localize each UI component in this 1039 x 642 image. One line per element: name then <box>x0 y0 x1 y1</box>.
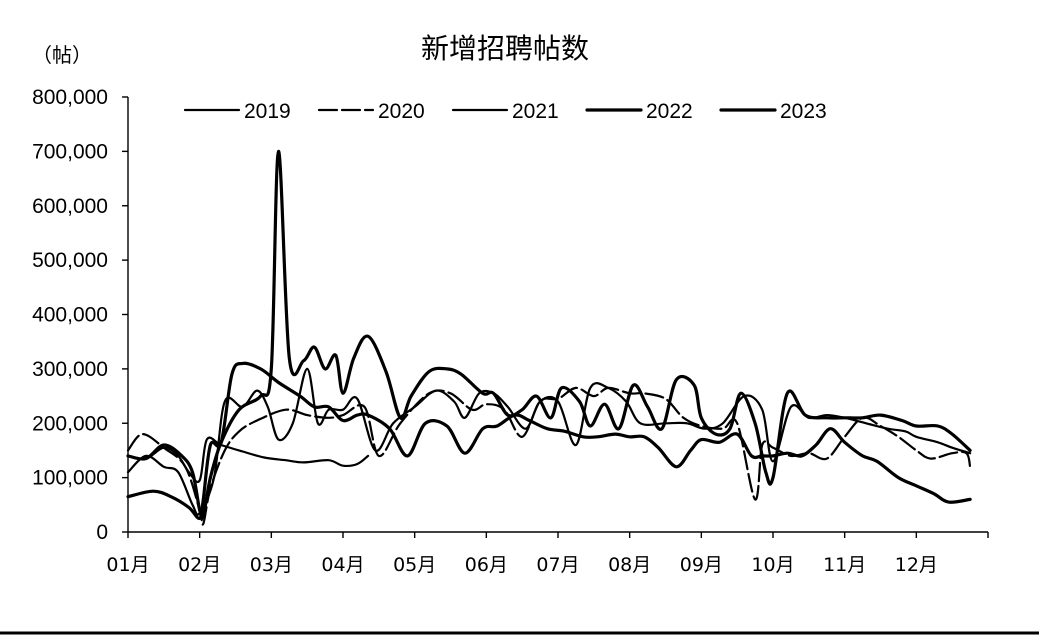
x-tick-label: 05月 <box>393 554 436 576</box>
x-tick-label: 12月 <box>895 554 938 576</box>
x-tick-label: 09月 <box>680 554 723 576</box>
series-line-2023 <box>126 361 972 521</box>
y-tick-label: 300,000 <box>32 358 108 381</box>
series-line-2022 <box>126 149 972 520</box>
legend-label-2019: 2019 <box>244 100 291 123</box>
legend-label-2022: 2022 <box>646 100 693 123</box>
y-tick-label: 700,000 <box>32 140 108 163</box>
y-tick-label: 0 <box>96 521 108 544</box>
y-axis-unit-label: （帖） <box>32 43 92 67</box>
legend-label-2023: 2023 <box>780 100 827 123</box>
y-tick-label: 500,000 <box>32 249 108 272</box>
x-tick-label: 08月 <box>608 554 651 576</box>
y-tick-label: 100,000 <box>32 467 108 490</box>
x-tick-label: 04月 <box>321 554 364 576</box>
y-tick-label: 400,000 <box>32 304 108 327</box>
y-axis: 0 100,000 200,000 300,000 400,000 500,000 600,… <box>32 86 129 544</box>
x-tick-label: 06月 <box>465 554 508 576</box>
x-tick-label: 07月 <box>536 554 579 576</box>
x-tick-label: 03月 <box>250 554 293 576</box>
series-line-2019 <box>126 436 370 484</box>
series-layer <box>126 149 972 526</box>
x-tick-label: 02月 <box>178 554 221 576</box>
x-axis: 01月 02月 03月 04月 05月 06月 07月 08月 09月 10月 11月 12月 <box>106 531 989 576</box>
y-tick-label: 800,000 <box>32 86 108 109</box>
legend: 2019 2020 2021 2022 2023 <box>183 100 827 123</box>
legend-label-2021: 2021 <box>512 100 559 123</box>
legend-label-2020: 2020 <box>378 100 425 123</box>
series-line-2020 <box>126 386 972 526</box>
x-tick-label: 11月 <box>823 554 866 576</box>
x-tick-label: 10月 <box>751 554 794 576</box>
x-tick-label: 01月 <box>106 554 149 576</box>
y-tick-label: 200,000 <box>32 412 108 435</box>
chart-title: 新增招聘帖数 <box>421 32 589 65</box>
y-tick-label: 600,000 <box>32 195 108 218</box>
